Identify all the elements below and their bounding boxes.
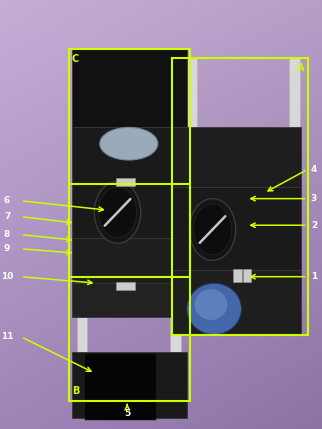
Bar (72, 184, 187, 238)
Ellipse shape (194, 289, 227, 320)
Bar (85, 354, 156, 420)
Bar (243, 269, 251, 282)
Ellipse shape (100, 127, 158, 160)
Bar (172, 127, 301, 187)
Text: 7: 7 (4, 212, 10, 221)
Circle shape (189, 199, 236, 260)
Text: 3: 3 (311, 194, 317, 203)
Bar (77, 49, 87, 405)
Text: 6: 6 (4, 196, 10, 205)
Text: 4: 4 (311, 165, 317, 174)
Bar (172, 58, 308, 335)
Ellipse shape (187, 283, 242, 335)
Bar (186, 58, 197, 335)
Text: 8: 8 (4, 230, 10, 239)
Circle shape (94, 181, 141, 243)
Text: 1: 1 (311, 272, 317, 281)
Bar (72, 281, 187, 317)
Text: C: C (72, 54, 79, 64)
Circle shape (194, 204, 232, 255)
Bar (233, 269, 242, 282)
Bar (72, 127, 187, 184)
Bar (172, 270, 301, 335)
Text: 2: 2 (311, 221, 317, 230)
Bar (116, 178, 135, 186)
Bar (170, 49, 181, 405)
Circle shape (99, 187, 137, 238)
Text: 9: 9 (4, 245, 10, 253)
Bar (72, 238, 187, 283)
Bar (72, 352, 187, 418)
Text: 10: 10 (1, 272, 13, 281)
Bar (116, 282, 135, 290)
Bar (69, 49, 190, 277)
Bar (69, 184, 190, 401)
Bar (72, 49, 187, 127)
Text: B: B (72, 386, 79, 396)
Text: A: A (298, 63, 305, 73)
Text: 5: 5 (124, 410, 130, 418)
Text: 11: 11 (1, 332, 13, 341)
Bar (172, 187, 301, 270)
Bar (289, 58, 300, 335)
